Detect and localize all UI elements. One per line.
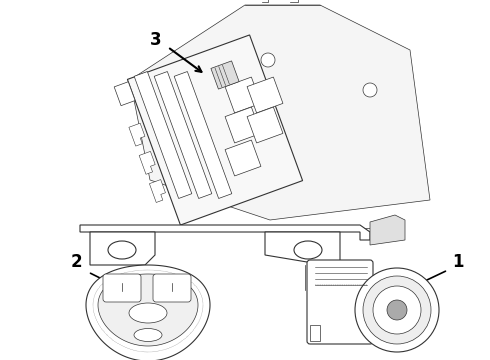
Polygon shape bbox=[265, 232, 340, 265]
FancyBboxPatch shape bbox=[153, 274, 191, 302]
Polygon shape bbox=[247, 77, 283, 113]
Polygon shape bbox=[86, 265, 210, 360]
Circle shape bbox=[363, 276, 431, 344]
Polygon shape bbox=[127, 35, 303, 225]
Polygon shape bbox=[139, 151, 155, 174]
Ellipse shape bbox=[134, 328, 162, 342]
FancyBboxPatch shape bbox=[103, 274, 141, 302]
Circle shape bbox=[363, 83, 377, 97]
Text: 3: 3 bbox=[150, 31, 161, 49]
Polygon shape bbox=[90, 232, 155, 265]
Circle shape bbox=[355, 268, 439, 352]
Polygon shape bbox=[370, 215, 405, 245]
Polygon shape bbox=[225, 107, 261, 143]
Text: 1: 1 bbox=[452, 253, 464, 271]
Polygon shape bbox=[130, 5, 430, 220]
Polygon shape bbox=[310, 325, 320, 341]
Circle shape bbox=[261, 53, 275, 67]
Text: 2: 2 bbox=[70, 253, 82, 271]
Polygon shape bbox=[80, 225, 370, 240]
Polygon shape bbox=[149, 180, 166, 202]
Polygon shape bbox=[114, 82, 135, 106]
Polygon shape bbox=[247, 107, 283, 143]
FancyBboxPatch shape bbox=[307, 260, 373, 344]
Circle shape bbox=[387, 300, 407, 320]
Ellipse shape bbox=[108, 241, 136, 259]
Polygon shape bbox=[225, 77, 261, 113]
Polygon shape bbox=[129, 123, 145, 146]
Ellipse shape bbox=[129, 303, 167, 323]
Circle shape bbox=[373, 286, 421, 334]
Polygon shape bbox=[134, 72, 192, 198]
Polygon shape bbox=[98, 274, 198, 346]
Polygon shape bbox=[211, 61, 239, 89]
Polygon shape bbox=[154, 72, 212, 198]
Ellipse shape bbox=[294, 241, 322, 259]
Polygon shape bbox=[225, 140, 261, 176]
Polygon shape bbox=[174, 72, 232, 198]
